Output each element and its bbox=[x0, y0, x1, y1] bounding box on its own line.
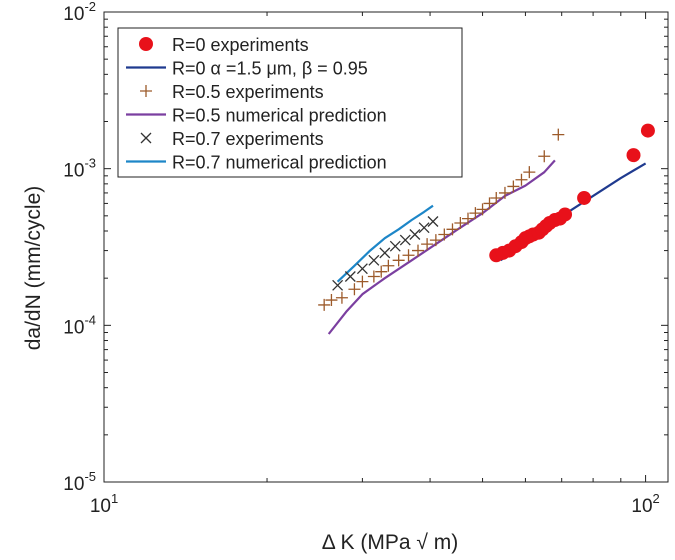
data-point bbox=[402, 249, 415, 262]
legend-label: R=0.5 numerical prediction bbox=[172, 106, 387, 126]
legend-label: R=0.5 experiments bbox=[172, 82, 324, 102]
data-point bbox=[538, 150, 551, 163]
series-5 bbox=[336, 204, 434, 283]
data-point bbox=[469, 207, 482, 220]
legend-swatch bbox=[140, 85, 152, 97]
y-tick-label: 10-3 bbox=[63, 156, 96, 182]
data-point bbox=[348, 283, 361, 296]
series-3 bbox=[327, 159, 556, 335]
legend-box bbox=[117, 27, 463, 178]
data-point bbox=[523, 166, 536, 179]
y-axis-label: da/dN (mm/cycle) bbox=[22, 186, 45, 351]
y-tick-label: 10-5 bbox=[63, 469, 96, 495]
legend-label: R=0.7 experiments bbox=[172, 129, 324, 149]
data-point bbox=[368, 254, 380, 266]
y-tick-label: 10-2 bbox=[63, 0, 96, 25]
data-point bbox=[409, 229, 421, 240]
data-point bbox=[552, 128, 565, 141]
series-layer bbox=[318, 123, 655, 335]
data-point bbox=[379, 247, 391, 259]
data-point bbox=[375, 265, 388, 278]
legend-label: R=0.7 numerical prediction bbox=[172, 153, 387, 173]
data-point bbox=[490, 191, 503, 204]
data-point bbox=[438, 228, 451, 241]
data-point bbox=[418, 222, 430, 234]
data-point bbox=[577, 190, 592, 205]
data-point bbox=[626, 148, 641, 163]
x-tick-label: 101 bbox=[90, 491, 118, 517]
series-2 bbox=[318, 128, 565, 311]
data-point bbox=[640, 123, 655, 138]
legend-label: R=0 α =1.5 μm, β = 0.95 bbox=[172, 59, 368, 79]
y-tick-label: 10-4 bbox=[63, 312, 96, 338]
data-point bbox=[515, 173, 528, 186]
data-point bbox=[421, 238, 434, 251]
data-point bbox=[483, 197, 496, 210]
data-point bbox=[507, 180, 520, 193]
data-point bbox=[332, 279, 344, 291]
data-point bbox=[429, 234, 442, 247]
series-line bbox=[336, 204, 434, 283]
legend-swatch bbox=[140, 132, 152, 144]
data-point bbox=[558, 207, 573, 222]
data-point bbox=[344, 271, 356, 282]
legend: R=0 experiments R=0 α =1.5 μm, β = 0.95 R=… bbox=[117, 27, 463, 178]
series-0 bbox=[489, 123, 655, 263]
data-point bbox=[318, 298, 331, 311]
data-point bbox=[356, 263, 368, 275]
legend-swatch bbox=[139, 37, 153, 51]
series-line bbox=[327, 159, 556, 335]
x-tick-label: 102 bbox=[631, 491, 659, 517]
data-point bbox=[498, 186, 511, 199]
legend-label: R=0 experiments bbox=[172, 35, 309, 55]
data-point bbox=[446, 223, 459, 236]
data-point bbox=[382, 259, 395, 272]
data-point bbox=[335, 291, 348, 304]
data-point bbox=[412, 244, 425, 257]
axes-layer: 101 102 10-5 10-4 10-3 10-2 bbox=[63, 0, 668, 517]
data-point bbox=[325, 294, 338, 307]
data-point bbox=[476, 203, 489, 216]
data-point bbox=[392, 254, 405, 267]
data-point bbox=[461, 212, 474, 225]
data-point bbox=[399, 234, 411, 246]
series-4 bbox=[332, 216, 439, 291]
data-point bbox=[389, 240, 401, 252]
data-point bbox=[356, 275, 369, 288]
x-axis-label: Δ K (MPa √ m) bbox=[322, 531, 458, 554]
data-point bbox=[454, 216, 467, 229]
data-point bbox=[367, 270, 380, 283]
data-point bbox=[427, 216, 439, 227]
